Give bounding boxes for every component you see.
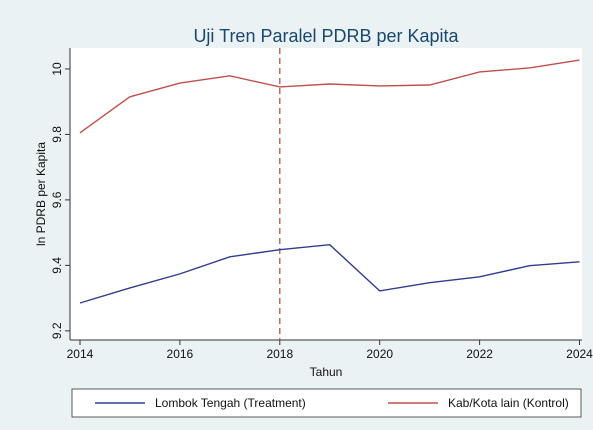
legend-label: Kab/Kota lain (Kontrol) <box>448 396 569 410</box>
x-tick-label: 2022 <box>466 347 493 361</box>
x-tick-label: 2016 <box>167 347 194 361</box>
y-tick-label: 10 <box>50 62 64 76</box>
series-line <box>79 59 580 134</box>
plot-area <box>70 48 582 340</box>
y-tick-label: 9.2 <box>50 322 64 339</box>
x-tick-label: 2020 <box>366 347 393 361</box>
x-tick-label: 2024 <box>566 347 593 361</box>
x-tick-label: 2014 <box>67 347 94 361</box>
y-tick-label: 9.6 <box>50 191 64 208</box>
series-line <box>79 244 580 304</box>
y-tick-label: 9.4 <box>50 257 64 274</box>
legend <box>71 388 582 418</box>
x-axis-label: Tahun <box>310 365 343 379</box>
chart-title: Uji Tren Paralel PDRB per Kapita <box>193 26 459 46</box>
legend-label: Lombok Tengah (Treatment) <box>155 396 306 410</box>
y-axis-label: ln PDRB per Kapita <box>34 142 48 246</box>
y-tick-label: 9.8 <box>50 126 64 143</box>
x-tick-label: 2018 <box>266 347 293 361</box>
